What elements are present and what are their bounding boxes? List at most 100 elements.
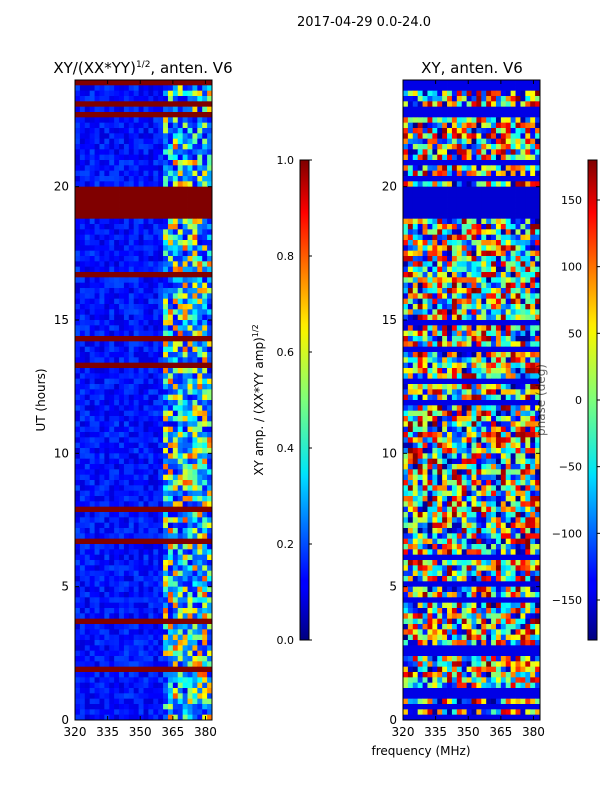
heatmap-cell (192, 581, 198, 588)
heatmap-cell (104, 490, 110, 497)
heatmap-cell (148, 128, 154, 134)
heatmap-cell (84, 618, 91, 625)
heatmap-cell (99, 357, 105, 364)
heatmap-cell (476, 330, 482, 337)
heatmap-cell (104, 554, 110, 561)
heatmap-cell (148, 565, 154, 572)
heatmap-cell (109, 368, 115, 374)
heatmap-cell (442, 112, 448, 118)
heatmap-cell (143, 197, 149, 204)
heatmap-cell (89, 293, 95, 300)
heatmap-cell (114, 234, 120, 241)
heatmap-cell (94, 485, 100, 492)
heatmap-cell (535, 85, 540, 92)
heatmap-cell (172, 261, 179, 268)
heatmap-cell (515, 362, 521, 369)
heatmap-cell (177, 464, 184, 470)
heatmap-cell (104, 85, 110, 92)
heatmap-cell (187, 266, 193, 273)
heatmap-cell (172, 586, 179, 593)
heatmap-cell (79, 309, 86, 316)
heatmap-cell (491, 325, 497, 332)
heatmap-cell (466, 165, 472, 172)
heatmap-cell (172, 634, 179, 641)
heatmap-cell (138, 586, 144, 593)
heatmap-cell (172, 549, 179, 556)
heatmap-cell (422, 224, 428, 230)
heatmap-cell (128, 474, 135, 481)
heatmap-cell (128, 373, 135, 380)
heatmap-cell (447, 240, 453, 246)
heatmap-cell (197, 256, 203, 262)
heatmap-cell (422, 213, 428, 220)
heatmap-cell (187, 101, 193, 108)
heatmap-cell (192, 458, 198, 465)
heatmap-cell (525, 288, 531, 294)
heatmap-cell (163, 208, 169, 214)
heatmap-cell (182, 266, 188, 273)
heatmap-cell (84, 656, 91, 662)
heatmap-cell (207, 656, 212, 662)
heatmap-cell (432, 112, 438, 118)
heatmap-cell (138, 112, 144, 118)
heatmap-cell (476, 288, 482, 294)
heatmap-cell (104, 336, 110, 342)
heatmap-cell (510, 288, 516, 294)
heatmap-cell (167, 474, 174, 481)
heatmap-cell (192, 346, 198, 353)
heatmap-cell (158, 160, 164, 166)
colorbar-tick-label: 0.2 (277, 538, 295, 551)
heatmap-cell (525, 250, 531, 257)
heatmap-cell (197, 186, 203, 193)
heatmap-cell (167, 624, 174, 630)
heatmap-cell (172, 202, 179, 209)
heatmap-cell (119, 666, 125, 673)
heatmap-cell (447, 208, 453, 214)
heatmap-cell (133, 138, 139, 145)
heatmap-cell (104, 538, 110, 545)
heatmap-cell (94, 506, 100, 513)
heatmap-cell (153, 288, 159, 294)
heatmap-cell (177, 677, 184, 684)
heatmap-cell (133, 154, 139, 161)
heatmap-cell (114, 464, 120, 470)
heatmap-cell (525, 362, 531, 369)
heatmap-cell (119, 288, 125, 294)
heatmap-cell (109, 170, 115, 177)
heatmap-cell (530, 266, 536, 273)
heatmap-cell (104, 597, 110, 604)
heatmap-cell (89, 261, 95, 268)
heatmap-cell (495, 320, 502, 326)
heatmap-cell (94, 224, 100, 230)
heatmap-cell (451, 144, 458, 150)
heatmap-cell (99, 133, 105, 140)
heatmap-cell (525, 224, 531, 230)
heatmap-cell (466, 154, 472, 161)
heatmap-cell (163, 202, 169, 209)
heatmap-cell (143, 400, 149, 406)
heatmap-cell (158, 618, 164, 625)
heatmap-cell (167, 613, 174, 620)
heatmap-cell (432, 330, 438, 337)
heatmap-cell (167, 208, 174, 214)
heatmap-cell (202, 458, 208, 465)
heatmap-cell (143, 426, 149, 433)
heatmap-cell (476, 208, 482, 214)
heatmap-cell (192, 506, 198, 513)
heatmap-cell (481, 320, 487, 326)
heatmap-cell (153, 421, 159, 428)
heatmap-cell (481, 208, 487, 214)
heatmap-cell (89, 101, 95, 108)
heatmap-cell (525, 154, 531, 161)
heatmap-cell (177, 682, 184, 689)
heatmap-cell (89, 549, 95, 556)
heatmap-cell (167, 709, 174, 716)
heatmap-cell (148, 549, 154, 556)
heatmap-cell (207, 634, 212, 641)
heatmap-cell (114, 672, 120, 678)
heatmap-cell (177, 474, 184, 481)
heatmap-cell (119, 298, 125, 305)
heatmap-cell (123, 533, 130, 540)
heatmap-cell (104, 645, 110, 652)
heatmap-cell (148, 410, 154, 417)
